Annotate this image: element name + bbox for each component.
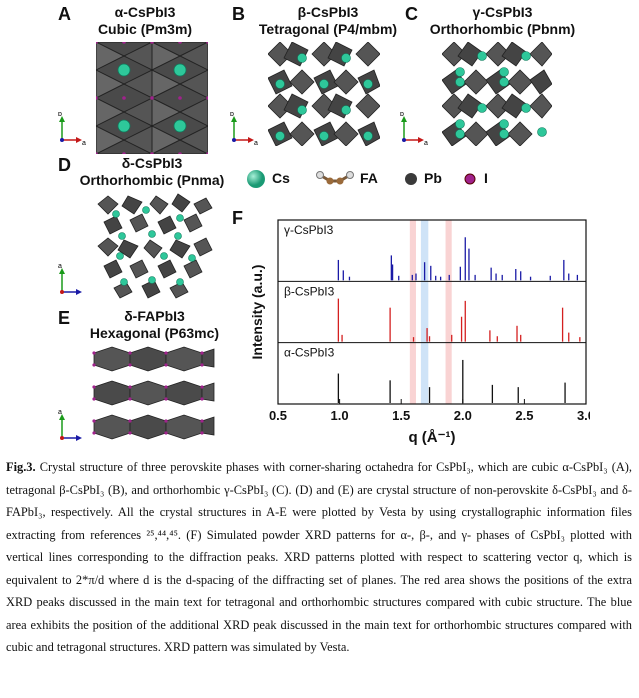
- panel-e-formula: δ-FAPbI3: [124, 308, 185, 324]
- structure-a: [96, 42, 208, 154]
- panel-e-title: δ-FAPbI3 Hexagonal (P63mc): [72, 308, 237, 342]
- panel-c-formula: γ-CsPbI3: [472, 4, 533, 20]
- panel-a-phase: Cubic (Pm3m): [97, 21, 193, 37]
- plot-frame: [277, 219, 587, 405]
- structure-c: [442, 42, 552, 146]
- x-tick-label: 1.0: [331, 408, 349, 423]
- axis-b-label: b: [230, 112, 234, 118]
- legend-pb-label: Pb: [424, 170, 442, 186]
- x-tick-label: 2.0: [454, 408, 472, 423]
- axis-b-label: b: [400, 112, 404, 118]
- panel-a-letter: A: [58, 4, 71, 24]
- panel-e-phase: Hexagonal (P63mc): [89, 325, 220, 341]
- panel-d-phase: Orthorhombic (Pnma): [79, 172, 225, 188]
- axes-triad-b: b a: [230, 112, 258, 146]
- x-tick-label: 1.5: [392, 408, 410, 423]
- structure-d: [97, 193, 213, 299]
- caption-label: Fig.3.: [6, 460, 36, 474]
- pb-atom-icon: [405, 173, 417, 185]
- panel-a-title: α-CsPbI3 Cubic (Pm3m): [80, 4, 210, 38]
- panel-d-title: δ-CsPbI3 Orthorhombic (Pnma): [72, 155, 232, 189]
- legend-cs-label: Cs: [272, 170, 290, 186]
- cs-atom-icon: [247, 170, 265, 188]
- structure-e: [92, 346, 215, 440]
- blue-band: [420, 220, 429, 404]
- axes-triad-d: a: [58, 264, 82, 295]
- legend-i-label: I: [484, 170, 488, 186]
- x-axis-label: q (Å⁻¹): [408, 429, 455, 446]
- x-tick-label: 0.5: [269, 408, 287, 423]
- legend-fa-label: FA: [360, 170, 378, 186]
- axis-a-label: a: [82, 140, 86, 146]
- panel-c-title: γ-CsPbI3 Orthorhombic (Pbnm): [420, 4, 585, 38]
- axis-a-label: a: [58, 264, 62, 270]
- series-label: β-CsPbI3: [284, 284, 335, 298]
- red-band: [445, 220, 452, 404]
- x-tick-label: 2.5: [515, 408, 533, 423]
- panel-a-formula: α-CsPbI3: [114, 4, 176, 20]
- panel-b-letter: B: [232, 4, 245, 24]
- structure-b: [268, 42, 380, 146]
- axis-a-label: a: [254, 140, 258, 146]
- y-axis-label: Intensity (a.u.): [249, 265, 265, 360]
- i-atom-icon: [464, 173, 476, 185]
- axis-b-label: b: [58, 112, 62, 118]
- caption-text: Crystal structure of three perovskite ph…: [6, 460, 632, 654]
- panel-c-phase: Orthorhombic (Pbnm): [429, 21, 576, 37]
- panel-b-formula: β-CsPbI3: [297, 4, 359, 20]
- panel-e-letter: E: [58, 308, 71, 328]
- series-label: α-CsPbI3: [284, 346, 335, 360]
- panel-d-letter: D: [58, 155, 71, 175]
- series-label: γ-CsPbI3: [284, 223, 334, 237]
- fa-molecule-icon: [316, 171, 354, 185]
- axes-triad-e: a: [58, 410, 82, 441]
- axes-triad-a: b a: [58, 112, 86, 146]
- panel-c-letter: C: [405, 4, 418, 24]
- axis-a-label: a: [424, 140, 428, 146]
- legend: Cs FA Pb I: [238, 167, 618, 191]
- figure-caption: Fig.3. Crystal structure of three perovs…: [6, 456, 632, 659]
- x-tick-label: 3.0: [577, 408, 590, 423]
- panel-b-phase: Tetragonal (P4/mbm): [258, 21, 398, 37]
- panel-b-title: β-CsPbI3 Tetragonal (P4/mbm): [248, 4, 408, 38]
- axis-a-label: a: [58, 410, 62, 416]
- panel-d-formula: δ-CsPbI3: [121, 155, 183, 171]
- xrd-chart: γ-CsPbI3 β-CsPbI3 α-CsPbI3 0.5 1.0 1.5 2.0 2.5 3…: [249, 219, 590, 446]
- panel-f-letter: F: [232, 208, 243, 228]
- axes-triad-c: b a: [400, 112, 428, 146]
- red-band: [409, 220, 416, 404]
